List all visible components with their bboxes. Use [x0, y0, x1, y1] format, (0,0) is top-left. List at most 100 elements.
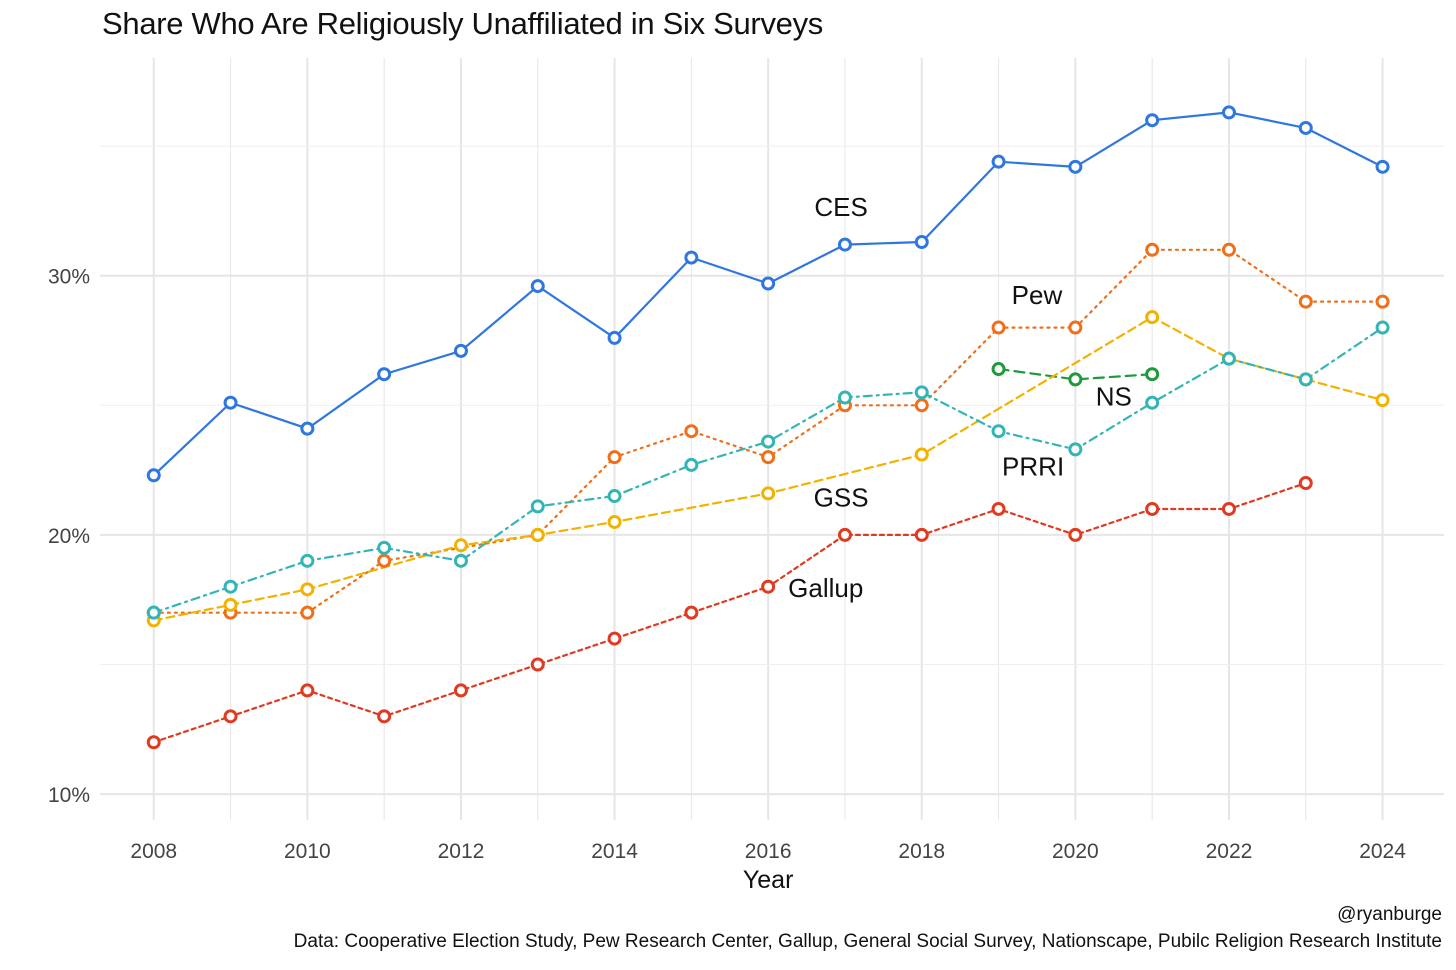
- x-tick-label: 2018: [898, 840, 945, 863]
- data-point-gallup: [453, 683, 468, 698]
- data-point-gss: [453, 553, 468, 568]
- axes: 2008 2010 2012 2014 2016 2018 2020 2022 2024 10% 2…: [48, 266, 1406, 894]
- data-point-pew: [1298, 294, 1313, 309]
- data-point-gss: [300, 553, 315, 568]
- data-point-gss: [377, 540, 392, 555]
- data-point-prri: [453, 538, 468, 553]
- data-point-gss: [146, 605, 161, 620]
- data-point-pew: [684, 424, 699, 439]
- data-point-ces: [223, 395, 238, 410]
- data-point-gss: [1145, 395, 1160, 410]
- data-point-prri: [914, 447, 929, 462]
- data-point-ces: [146, 468, 161, 483]
- data-points: [146, 105, 1390, 750]
- series-label-gss: GSS: [814, 482, 869, 512]
- series-label-ns: NS: [1096, 381, 1132, 411]
- series-labels: CES Pew NS PRRI GSS Gallup: [788, 192, 1132, 603]
- data-point-ces: [607, 330, 622, 345]
- caption-handle: @ryanburge: [1337, 904, 1442, 925]
- data-point-gallup: [1221, 501, 1236, 516]
- data-point-gss: [761, 434, 776, 449]
- data-point-gss: [991, 424, 1006, 439]
- data-point-ces: [300, 421, 315, 436]
- data-point-ces: [530, 279, 545, 294]
- data-point-ces: [1068, 159, 1083, 174]
- data-point-pew: [300, 605, 315, 620]
- x-axis-title: Year: [743, 866, 794, 894]
- data-point-gallup: [300, 683, 315, 698]
- data-point-pew: [914, 398, 929, 413]
- x-tick-label: 2014: [591, 840, 638, 863]
- data-point-ns: [1145, 367, 1160, 382]
- data-point-ces: [1221, 105, 1236, 120]
- data-point-ces: [377, 367, 392, 382]
- x-tick-label: 2008: [130, 840, 177, 863]
- grid-lines: [100, 58, 1444, 820]
- series-label-ces: CES: [814, 192, 867, 222]
- data-point-prri: [607, 514, 622, 529]
- data-point-pew: [1375, 294, 1390, 309]
- data-point-prri: [1145, 310, 1160, 325]
- series-line-gallup: [152, 482, 1307, 744]
- data-point-gallup: [684, 605, 699, 620]
- y-tick-label: 10%: [48, 784, 90, 807]
- data-point-gss: [1068, 442, 1083, 457]
- data-point-prri: [300, 582, 315, 597]
- data-point-gss: [1298, 372, 1313, 387]
- data-point-gss: [530, 499, 545, 514]
- data-point-gallup: [146, 735, 161, 750]
- series-label-prri: PRRI: [1002, 451, 1064, 481]
- data-point-gallup: [991, 501, 1006, 516]
- data-point-ns: [1068, 372, 1083, 387]
- data-point-prri: [1375, 393, 1390, 408]
- data-point-ces: [684, 250, 699, 265]
- data-point-pew: [991, 320, 1006, 335]
- data-point-ces: [837, 237, 852, 252]
- series-line-ns: [997, 367, 1154, 381]
- chart-title: Share Who Are Religiously Unaffiliated i…: [102, 6, 823, 41]
- data-point-ces: [761, 276, 776, 291]
- data-point-pew: [377, 553, 392, 568]
- data-point-gss: [607, 489, 622, 504]
- data-point-gallup: [1298, 476, 1313, 491]
- x-tick-label: 2016: [745, 840, 792, 863]
- y-tick-label: 20%: [48, 525, 90, 548]
- data-point-gss: [1221, 351, 1236, 366]
- y-tick-label: 30%: [48, 266, 90, 289]
- data-point-ces: [1375, 159, 1390, 174]
- data-point-ns: [991, 362, 1006, 377]
- data-point-pew: [1221, 242, 1236, 257]
- data-point-gss: [684, 457, 699, 472]
- data-point-gallup: [223, 709, 238, 724]
- data-point-ces: [1298, 120, 1313, 135]
- data-point-ces: [914, 235, 929, 250]
- data-point-ces: [453, 343, 468, 358]
- data-point-pew: [1068, 320, 1083, 335]
- data-point-gallup: [761, 579, 776, 594]
- series-line-pew: [152, 248, 1384, 614]
- data-point-gss: [223, 579, 238, 594]
- data-point-prri: [223, 597, 238, 612]
- data-point-gallup: [1145, 501, 1160, 516]
- data-point-pew: [607, 450, 622, 465]
- data-point-ces: [1145, 113, 1160, 128]
- data-point-gallup: [377, 709, 392, 724]
- x-tick-label: 2020: [1052, 840, 1099, 863]
- data-point-gss: [1375, 320, 1390, 335]
- series-line-prri: [152, 315, 1384, 622]
- data-point-gallup: [837, 527, 852, 542]
- data-point-gallup: [607, 631, 622, 646]
- data-point-gallup: [1068, 527, 1083, 542]
- caption-source: Data: Cooperative Election Study, Pew Re…: [293, 931, 1442, 952]
- data-point-gss: [914, 385, 929, 400]
- x-tick-label: 2024: [1359, 840, 1406, 863]
- x-tick-label: 2022: [1206, 840, 1253, 863]
- x-tick-label: 2010: [284, 840, 331, 863]
- data-point-prri: [530, 527, 545, 542]
- series-label-gallup: Gallup: [788, 573, 863, 603]
- data-point-prri: [761, 486, 776, 501]
- data-point-ces: [991, 154, 1006, 169]
- data-point-gallup: [530, 657, 545, 672]
- data-point-gss: [837, 390, 852, 405]
